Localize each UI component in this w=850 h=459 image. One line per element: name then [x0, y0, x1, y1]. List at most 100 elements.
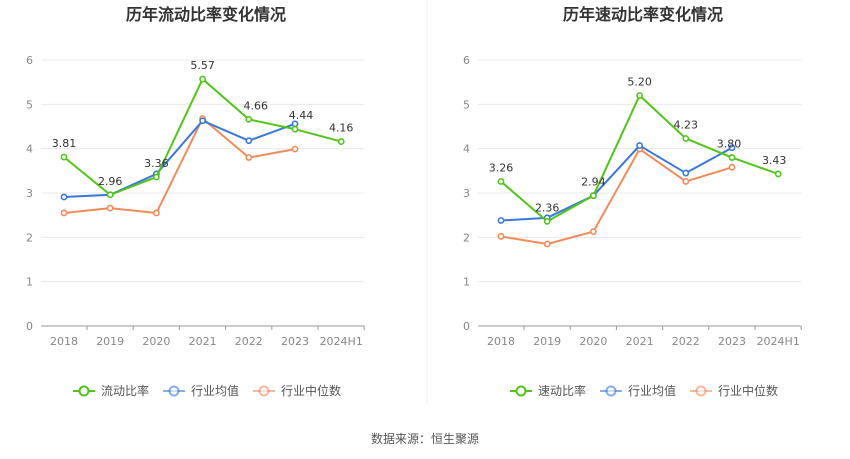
data-point	[291, 125, 299, 133]
legend-label: 行业中位数	[718, 383, 778, 398]
data-point	[543, 240, 551, 248]
data-point	[497, 217, 505, 224]
data-point	[682, 178, 690, 185]
data-label: 2.94	[581, 176, 606, 189]
legend-item[interactable]: 行业均值	[600, 383, 676, 398]
legend-label: 行业均值	[191, 383, 239, 398]
data-point	[682, 169, 690, 177]
x-tick-label: 2021	[626, 335, 654, 348]
y-tick-label: 0	[26, 320, 33, 333]
legend-item[interactable]: 速动比率	[510, 383, 586, 398]
data-label: 4.44	[289, 109, 314, 122]
data-source-note: 数据来源：恒生聚源	[370, 432, 479, 446]
y-tick-label: 6	[26, 54, 33, 67]
data-label: 3.81	[52, 137, 77, 150]
y-tick-label: 1	[26, 276, 33, 289]
legend-item[interactable]: 行业中位数	[690, 383, 778, 398]
legend-item[interactable]: 行业均值	[163, 383, 239, 398]
data-point	[106, 191, 114, 199]
data-point	[337, 138, 345, 145]
data-point	[245, 116, 253, 123]
chart-panel-1: 历年流动比率变化情况 0 1 2 3 4 5 6 2018 2019 2020 2021 2022 202…	[26, 5, 365, 398]
x-tick-label: 2020	[579, 335, 607, 348]
y-tick-label: 6	[463, 54, 470, 67]
data-point	[543, 217, 551, 225]
data-point	[291, 145, 299, 153]
legend-swatch-marker	[695, 385, 707, 397]
data-point	[497, 233, 505, 240]
x-tick-label: 2022	[672, 335, 700, 348]
data-point	[60, 193, 68, 201]
data-label: 5.57	[190, 59, 215, 72]
data-label: 3.36	[144, 157, 169, 170]
data-point	[636, 142, 643, 149]
data-point	[728, 144, 736, 152]
x-tick-label: 2022	[235, 335, 263, 348]
x-tick-label: 2024H1	[757, 335, 800, 348]
legend-item[interactable]: 流动比率	[73, 383, 149, 398]
series-line	[63, 117, 296, 214]
data-point	[245, 154, 253, 161]
data-label: 3.80	[717, 138, 742, 151]
data-point	[682, 135, 690, 142]
data-point	[152, 209, 160, 217]
legend-label: 行业均值	[628, 383, 676, 398]
y-tick-label: 1	[463, 276, 470, 289]
legend-label: 速动比率	[538, 383, 586, 398]
data-point	[636, 92, 643, 99]
x-tick-label: 2024H1	[320, 335, 363, 348]
data-point	[245, 137, 253, 145]
data-label: 4.66	[244, 99, 269, 112]
data-point	[60, 209, 68, 217]
legend-item[interactable]: 行业中位数	[253, 383, 341, 398]
data-point	[590, 228, 597, 235]
y-tick-label: 3	[26, 187, 33, 200]
y-tick-label: 4	[463, 143, 470, 156]
data-point	[497, 178, 505, 185]
x-tick-label: 2018	[487, 335, 515, 348]
data-label: 3.43	[762, 154, 787, 167]
legend-swatch-marker	[168, 385, 180, 397]
series-line	[63, 119, 296, 198]
data-point	[590, 192, 597, 200]
x-tick-label: 2019	[533, 335, 561, 348]
legend-swatch-marker	[515, 385, 527, 397]
chart-panel-2: 历年速动比率变化情况 0 1 2 3 4 5 6 2018 2019 2020 2021 2022 202…	[463, 5, 802, 398]
data-label: 5.20	[627, 75, 652, 88]
y-tick-label: 5	[463, 98, 470, 111]
x-tick-label: 2023	[281, 335, 309, 348]
data-label: 3.26	[489, 161, 514, 174]
series-line	[500, 144, 733, 222]
x-tick-label: 2019	[96, 335, 124, 348]
series-line	[500, 148, 733, 245]
x-tick-label: 2021	[189, 335, 217, 348]
chart-title: 历年速动比率变化情况	[563, 5, 723, 24]
legend-label: 流动比率	[101, 383, 149, 398]
legend-swatch-marker	[605, 385, 617, 397]
y-tick-label: 2	[463, 231, 470, 244]
y-tick-label: 2	[26, 231, 33, 244]
y-tick-label: 0	[463, 320, 470, 333]
legend-swatch-marker	[78, 385, 90, 397]
x-tick-label: 2023	[718, 335, 746, 348]
y-tick-label: 5	[26, 98, 33, 111]
data-point	[728, 154, 736, 161]
y-tick-label: 3	[463, 187, 470, 200]
data-point	[60, 153, 68, 161]
data-point	[106, 204, 114, 212]
data-label: 2.36	[535, 201, 560, 214]
data-point	[728, 163, 736, 171]
data-point	[774, 170, 782, 178]
data-point	[152, 173, 160, 181]
data-point	[199, 117, 206, 125]
data-point	[199, 75, 206, 83]
legend-label: 行业中位数	[281, 383, 341, 398]
y-tick-label: 4	[26, 143, 33, 156]
data-label: 4.23	[674, 118, 699, 131]
data-label: 4.16	[329, 122, 354, 135]
x-tick-label: 2018	[50, 335, 78, 348]
data-label: 2.96	[98, 175, 123, 188]
legend-swatch-marker	[258, 385, 270, 397]
x-tick-label: 2020	[142, 335, 170, 348]
